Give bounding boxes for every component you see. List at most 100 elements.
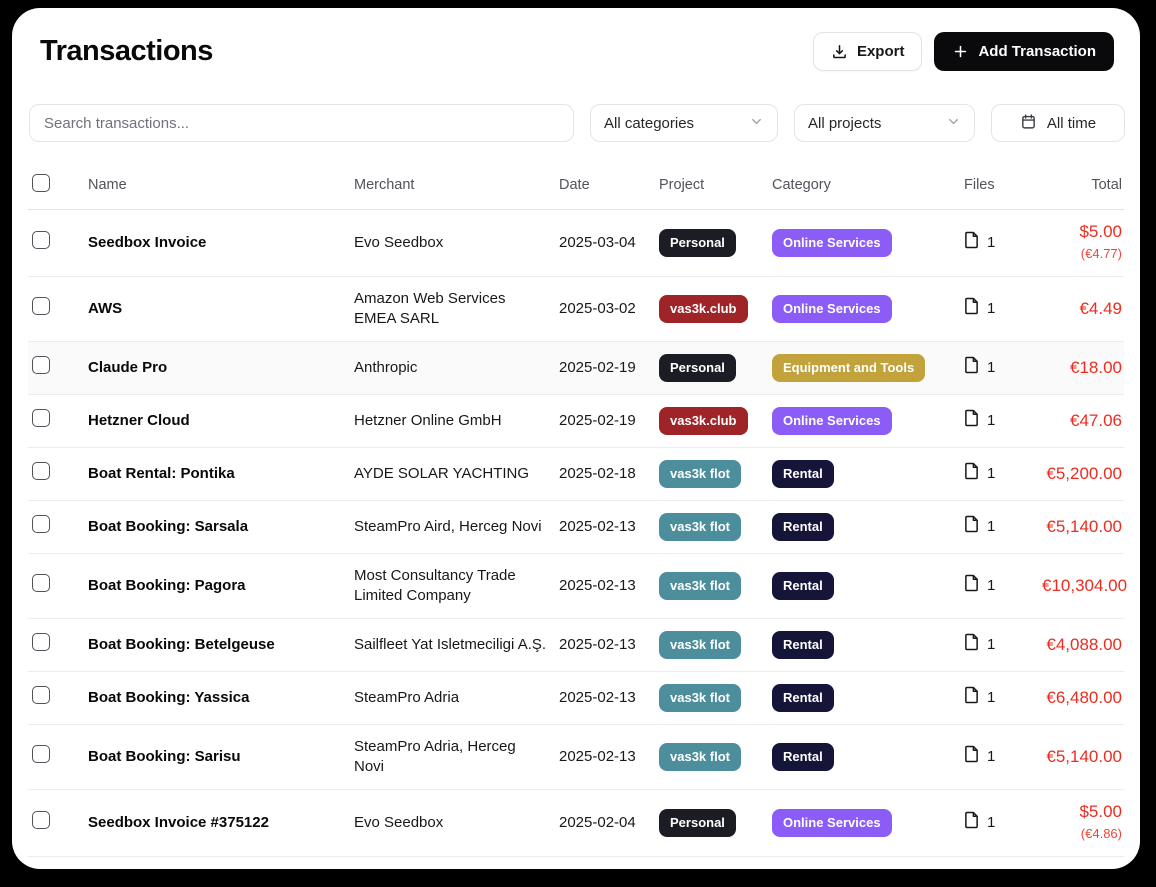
- transaction-date: 2025-03-02: [555, 276, 655, 342]
- row-checkbox[interactable]: [32, 356, 50, 374]
- total-amount: €6,480.00: [1046, 688, 1122, 707]
- transaction-date: 2025-02-19: [555, 394, 655, 448]
- transaction-merchant: Evo Seedbox: [350, 789, 555, 857]
- transaction-merchant: Amazon Web Services EMEA SARL: [350, 276, 555, 342]
- transaction-merchant: SteamPro Adria: [350, 671, 555, 725]
- projects-select[interactable]: All projects: [794, 104, 975, 142]
- table-row[interactable]: Seedbox Invoice Evo Seedbox 2025-03-04 P…: [28, 209, 1124, 277]
- row-checkbox[interactable]: [32, 231, 50, 249]
- row-checkbox[interactable]: [32, 297, 50, 315]
- transaction-name: Boat Booking: Sarisu: [84, 724, 350, 790]
- row-checkbox[interactable]: [32, 633, 50, 651]
- file-icon: [964, 462, 979, 486]
- transaction-merchant: SteamPro Adria, Herceg Novi: [350, 724, 555, 790]
- filters-bar: All categories All projects All time: [28, 104, 1125, 142]
- category-badge: Rental: [772, 572, 834, 600]
- project-badge: Personal: [659, 229, 736, 257]
- files-cell: 1: [964, 745, 1030, 769]
- row-checkbox[interactable]: [32, 811, 50, 829]
- transaction-date: 2025-02-13: [555, 500, 655, 554]
- transaction-merchant: Anthropic: [350, 341, 555, 395]
- transaction-date: 2025-03-04: [555, 209, 655, 277]
- project-badge: vas3k flot: [659, 743, 741, 771]
- table-header-row: Name Merchant Date Project Category File…: [28, 162, 1124, 210]
- column-header-merchant: Merchant: [350, 162, 555, 210]
- table-row[interactable]: Boat Booking: Yassica SteamPro Adria 202…: [28, 671, 1124, 725]
- transaction-name: Boat Booking: Betelgeuse: [84, 618, 350, 672]
- column-header-name: Name: [84, 162, 350, 210]
- table-row[interactable]: Boat Rental: Pontika AYDE SOLAR YACHTING…: [28, 447, 1124, 501]
- file-icon: [964, 231, 979, 255]
- category-badge: Rental: [772, 631, 834, 659]
- total-cell: €47.06: [1038, 394, 1124, 448]
- file-icon: [964, 686, 979, 710]
- add-transaction-button[interactable]: Add Transaction: [934, 32, 1114, 71]
- topbar: Transactions Export Add Transaction: [28, 26, 1124, 71]
- transaction-date: 2025-02-18: [555, 447, 655, 501]
- total-cell: €18.00: [1038, 341, 1124, 395]
- category-badge: Equipment and Tools: [772, 354, 926, 382]
- table-row[interactable]: Boat Booking: Sarisu SteamPro Adria, Her…: [28, 724, 1124, 790]
- total-secondary: (€4.77): [1080, 246, 1122, 261]
- category-badge: Rental: [772, 684, 834, 712]
- files-count: 1: [987, 465, 996, 482]
- export-button[interactable]: Export: [812, 32, 923, 71]
- table-row[interactable]: Claude Pro Anthropic 2025-02-19 Personal…: [28, 341, 1124, 395]
- project-badge: vas3k flot: [659, 684, 741, 712]
- files-count: 1: [987, 300, 996, 317]
- files-count: 1: [987, 748, 996, 765]
- row-checkbox[interactable]: [32, 745, 50, 763]
- table-row[interactable]: Hetzner Cloud Hetzner Online GmbH 2025-0…: [28, 394, 1124, 448]
- row-checkbox[interactable]: [32, 574, 50, 592]
- transaction-name: Boat Booking: Pagora: [84, 553, 350, 619]
- files-cell: 1: [964, 231, 1030, 255]
- download-icon: [831, 43, 848, 60]
- row-checkbox[interactable]: [32, 686, 50, 704]
- category-badge: Rental: [772, 743, 834, 771]
- total-cell: €5,140.00: [1038, 724, 1124, 790]
- column-header-project: Project: [655, 162, 768, 210]
- transactions-tbody: Seedbox Invoice Evo Seedbox 2025-03-04 P…: [28, 209, 1127, 869]
- transaction-name: AWS: [84, 276, 350, 342]
- total-cell: €6,480.00: [1038, 671, 1124, 725]
- transaction-merchant: Most Consultancy Trade Limited Company: [350, 553, 555, 619]
- table-row[interactable]: AWS Amazon Web Services EMEA SARL 2025-0…: [28, 276, 1124, 342]
- transaction-date: 2025-02-04: [555, 789, 655, 857]
- projects-select-value: All projects: [808, 114, 882, 132]
- transaction-name: Boat Rental: Pontika: [84, 447, 350, 501]
- file-icon: [964, 745, 979, 769]
- search-input[interactable]: [29, 104, 574, 142]
- table-row[interactable]: Seedbox Invoice #375122 Evo Seedbox 2025…: [28, 789, 1124, 857]
- total-amount: €18.00: [1070, 358, 1122, 377]
- file-icon: [964, 574, 979, 598]
- category-badge: Rental: [772, 460, 834, 488]
- total-amount: €5,140.00: [1046, 517, 1122, 536]
- table-row[interactable]: AWS Amazon Web Services EMEA SARL 2025-0…: [28, 856, 1124, 869]
- transaction-date: 2025-02-19: [555, 341, 655, 395]
- table-row[interactable]: Boat Booking: Sarsala SteamPro Aird, Her…: [28, 500, 1124, 554]
- transaction-date: 2025-02-13: [555, 724, 655, 790]
- total-amount: €5,140.00: [1046, 747, 1122, 766]
- project-badge: vas3k flot: [659, 631, 741, 659]
- table-row[interactable]: Boat Booking: Pagora Most Consultancy Tr…: [28, 553, 1127, 619]
- row-checkbox[interactable]: [32, 462, 50, 480]
- total-amount: €5,200.00: [1046, 464, 1122, 483]
- row-checkbox[interactable]: [32, 515, 50, 533]
- categories-select-value: All categories: [604, 114, 695, 132]
- transaction-name: Seedbox Invoice #375122: [84, 789, 350, 857]
- transaction-date: 2025-02-02: [555, 856, 655, 869]
- toolbar-actions: Export Add Transaction: [812, 32, 1114, 71]
- project-badge: Personal: [659, 354, 736, 382]
- table-row[interactable]: Boat Booking: Betelgeuse Sailfleet Yat I…: [28, 618, 1124, 672]
- files-cell: 1: [964, 409, 1030, 433]
- categories-select[interactable]: All categories: [590, 104, 778, 142]
- row-checkbox[interactable]: [32, 409, 50, 427]
- files-cell: 1: [964, 686, 1030, 710]
- date-range-button[interactable]: All time: [991, 104, 1125, 142]
- transaction-merchant: Evo Seedbox: [350, 209, 555, 277]
- total-cell: $5.00 (€4.86): [1038, 789, 1124, 857]
- transactions-card: Transactions Export Add Transaction: [12, 8, 1140, 869]
- total-amount: €4.49: [1079, 299, 1122, 318]
- select-all-checkbox[interactable]: [32, 174, 50, 192]
- column-header-date: Date: [555, 162, 655, 210]
